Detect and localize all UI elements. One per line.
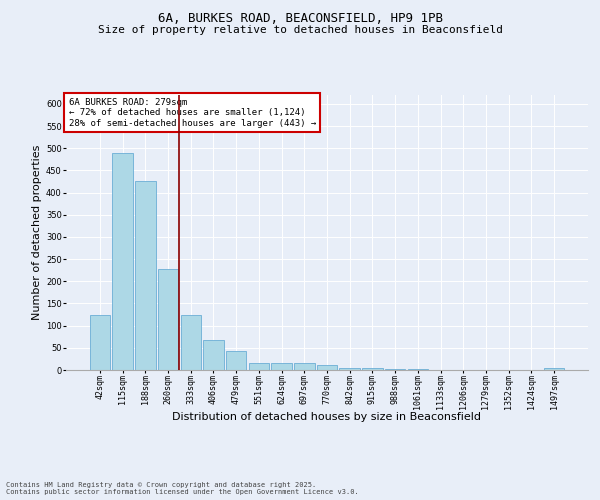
Bar bbox=[90, 314, 110, 370]
Text: Contains HM Land Registry data © Crown copyright and database right 2025.
Contai: Contains HM Land Registry data © Crown c… bbox=[6, 482, 359, 495]
Bar bbox=[135, 182, 155, 370]
X-axis label: Distribution of detached houses by size in Beaconsfield: Distribution of detached houses by size … bbox=[173, 412, 482, 422]
Bar bbox=[317, 364, 337, 370]
Bar bbox=[226, 352, 247, 370]
Bar bbox=[362, 368, 383, 370]
Bar bbox=[112, 152, 133, 370]
Text: 6A, BURKES ROAD, BEACONSFIELD, HP9 1PB: 6A, BURKES ROAD, BEACONSFIELD, HP9 1PB bbox=[157, 12, 443, 26]
Bar bbox=[340, 368, 360, 370]
Text: Size of property relative to detached houses in Beaconsfield: Size of property relative to detached ho… bbox=[97, 25, 503, 35]
Bar bbox=[248, 363, 269, 370]
Bar bbox=[385, 369, 406, 370]
Y-axis label: Number of detached properties: Number of detached properties bbox=[32, 145, 42, 320]
Bar bbox=[544, 368, 564, 370]
Bar bbox=[203, 340, 224, 370]
Bar bbox=[181, 314, 201, 370]
Bar bbox=[271, 363, 292, 370]
Bar bbox=[158, 269, 178, 370]
Bar bbox=[294, 364, 314, 370]
Text: 6A BURKES ROAD: 279sqm
← 72% of detached houses are smaller (1,124)
28% of semi-: 6A BURKES ROAD: 279sqm ← 72% of detached… bbox=[68, 98, 316, 128]
Bar bbox=[407, 369, 428, 370]
